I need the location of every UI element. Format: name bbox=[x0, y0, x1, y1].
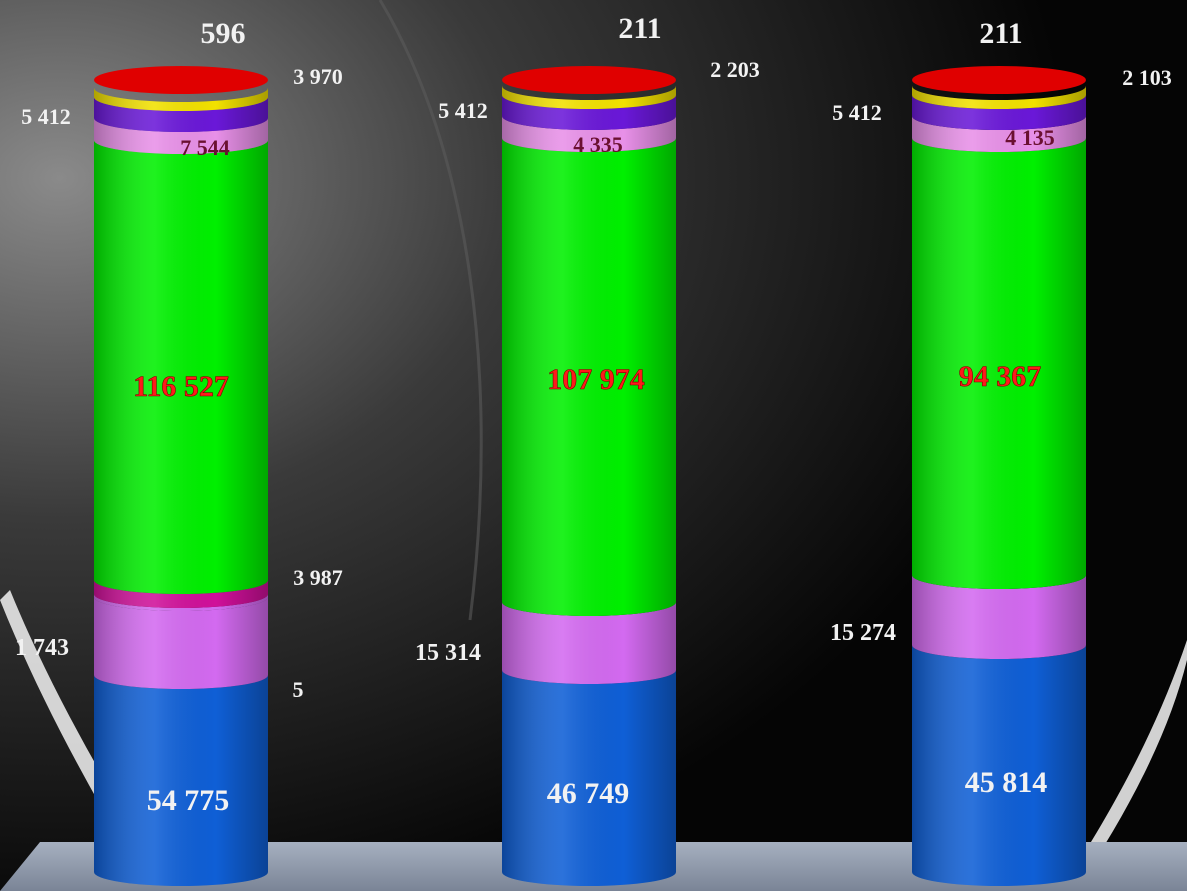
column-total-label: 211 bbox=[618, 12, 661, 45]
cylinder-top-cap bbox=[94, 66, 268, 94]
segment-shading bbox=[912, 86, 1086, 109]
segment-value-label: 4 135 bbox=[1005, 125, 1055, 150]
segment-value-label: 116 527 bbox=[133, 370, 229, 403]
background-swoosh-left bbox=[0, 590, 170, 891]
segment-shading bbox=[502, 602, 676, 684]
segment-value-label: 15 314 bbox=[415, 640, 481, 666]
segment-value-label: 5 412 bbox=[21, 104, 71, 129]
segment-value-label: 2 203 bbox=[710, 57, 760, 82]
segment-value-label: 45 814 bbox=[965, 766, 1048, 799]
segment-shading bbox=[912, 575, 1086, 659]
segment-value-label: 7 544 bbox=[180, 135, 230, 160]
segment-shading bbox=[912, 95, 1086, 130]
segment-shading bbox=[94, 597, 268, 689]
segment-value-label: 15 274 bbox=[830, 620, 896, 646]
column-total-label: 211 bbox=[979, 17, 1022, 50]
segment-shading bbox=[912, 116, 1086, 152]
segment-value-label: 2 103 bbox=[1122, 65, 1172, 90]
value-labels: 596 54 775 1 743 5 3 987 116 527 7 544 5 412 3 9… bbox=[15, 12, 1172, 817]
segment-shading bbox=[94, 594, 268, 611]
background-arc bbox=[378, 0, 483, 621]
segment-shading bbox=[94, 140, 268, 594]
cylinder-column bbox=[94, 66, 268, 886]
segment-value-label: 46 749 bbox=[547, 777, 630, 810]
segment-value-label: 1 743 bbox=[15, 635, 69, 661]
segment-shading bbox=[502, 670, 676, 886]
cylinder-column bbox=[912, 66, 1086, 886]
segment-value-label: 3 970 bbox=[293, 64, 343, 89]
segment-shading bbox=[94, 97, 268, 132]
cylinder-column bbox=[502, 66, 676, 886]
segment-shading bbox=[94, 675, 268, 886]
segment-value-label: 94 367 bbox=[959, 360, 1042, 393]
segment-shading bbox=[94, 88, 268, 111]
cylinder-top-cap bbox=[502, 66, 676, 94]
cylinder-top-cap bbox=[912, 66, 1086, 94]
segment-value-label: 5 412 bbox=[832, 100, 882, 125]
segment-shading bbox=[94, 118, 268, 154]
segment-shading bbox=[502, 138, 676, 616]
segment-value-label: 54 775 bbox=[147, 784, 230, 817]
segment-value-label: 3 987 bbox=[293, 565, 343, 590]
column-total-label: 596 bbox=[201, 17, 246, 50]
segment-value-label: 4 335 bbox=[573, 132, 623, 157]
segment-shading bbox=[912, 645, 1086, 886]
segment-shading bbox=[502, 86, 676, 109]
segment-value-label: 107 974 bbox=[547, 363, 645, 396]
segment-shading bbox=[912, 138, 1086, 589]
segment-value-label: 5 bbox=[293, 677, 304, 702]
segment-shading bbox=[502, 116, 676, 152]
segment-value-label: 5 412 bbox=[438, 98, 488, 123]
cylinder-columns bbox=[94, 66, 1086, 886]
segment-shading bbox=[502, 95, 676, 130]
